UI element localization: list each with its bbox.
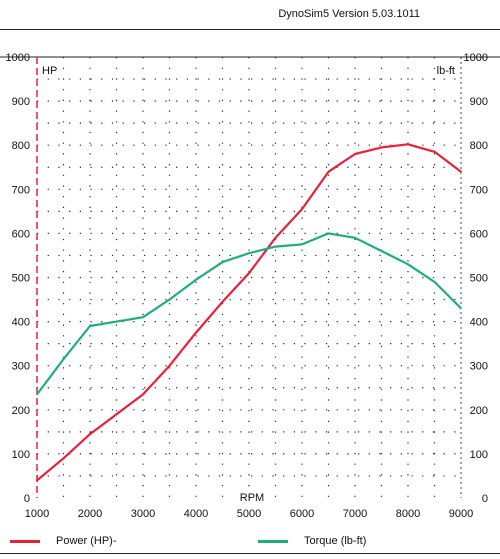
y-axis-label-left: HP	[42, 65, 57, 77]
y-tick-label-left: 300	[12, 361, 30, 373]
y-tick-label-right: 500	[470, 273, 488, 285]
data-point-power	[274, 237, 277, 239]
y-tick-label-left: 0	[24, 493, 30, 505]
data-point-power	[115, 413, 118, 416]
data-point-power	[142, 393, 144, 396]
data-point-torque	[327, 232, 330, 235]
chart-grid	[37, 57, 461, 498]
data-point-torque	[142, 316, 144, 318]
tick-labels: 0 0 100 100 200 200 300 300 400 400 500 500 600 600 70…	[6, 52, 488, 520]
data-point-power	[354, 153, 356, 155]
x-tick-label: 5000	[237, 508, 261, 520]
data-point-power	[380, 146, 383, 149]
x-axis-label: RPM	[240, 492, 264, 504]
y-tick-label-right: 100	[470, 449, 488, 461]
plot-frame	[0, 56, 500, 498]
data-point-torque	[89, 325, 91, 327]
data-point-power	[407, 143, 409, 146]
data-point-torque	[407, 263, 409, 266]
y-tick-label-left: 100	[12, 449, 30, 461]
data-point-torque	[168, 298, 171, 301]
app-title: DynoSim5 Version 5.03.1011	[278, 8, 420, 20]
legend-label-power: Power (HP)-	[56, 535, 117, 547]
x-tick-label: 7000	[343, 508, 367, 520]
data-point-power	[327, 170, 330, 173]
y-tick-label-right: 200	[470, 405, 488, 417]
y-tick-label-right: 1000	[464, 52, 488, 64]
data-point-torque	[221, 261, 224, 263]
x-tick-label: 4000	[184, 508, 208, 520]
series-lines	[36, 143, 462, 482]
title-divider	[0, 29, 500, 30]
y-tick-label-right: 600	[470, 228, 488, 240]
data-point-power	[89, 433, 91, 435]
x-tick-label: 1000	[25, 508, 49, 520]
data-point-power	[460, 170, 462, 173]
series-line-power	[36, 143, 462, 482]
y-tick-label-right: 800	[470, 140, 488, 152]
data-point-power	[301, 208, 303, 210]
x-tick-label: 9000	[449, 508, 473, 520]
data-point-torque	[36, 393, 38, 396]
legend-label-torque: Torque (lb-ft)	[304, 535, 367, 547]
data-point-power	[248, 272, 250, 274]
y-tick-label-right: 400	[470, 317, 488, 329]
legend-item-power: Power (HP)-	[10, 533, 117, 549]
data-point-torque	[354, 237, 356, 239]
y-tick-label-right: 0	[482, 493, 488, 505]
legend-item-torque: Torque (lb-ft)	[258, 533, 366, 549]
y-tick-label-left: 1000	[6, 52, 30, 64]
legend-swatch-power	[10, 539, 40, 543]
data-point-torque	[248, 252, 250, 255]
x-tick-label: 2000	[78, 508, 102, 520]
data-point-power	[62, 457, 65, 460]
data-point-torque	[380, 250, 383, 252]
data-point-torque	[115, 320, 118, 323]
y-tick-label-right: 900	[470, 96, 488, 108]
data-point-torque	[460, 307, 462, 310]
data-point-torque	[301, 243, 303, 246]
data-point-power	[195, 331, 197, 334]
data-point-torque	[433, 281, 436, 283]
y-tick-label-left: 200	[12, 405, 30, 417]
y-tick-label-left: 800	[12, 140, 30, 152]
y-tick-label-left: 400	[12, 317, 30, 329]
y-tick-label-right: 300	[470, 361, 488, 373]
legend-swatch-torque	[258, 539, 288, 543]
y-tick-label-left: 700	[12, 184, 30, 196]
bottom-divider	[0, 553, 500, 554]
data-point-power	[168, 364, 171, 367]
y-tick-label-left: 500	[12, 273, 30, 285]
data-point-power	[433, 151, 436, 153]
data-point-torque	[195, 278, 197, 281]
y-axis-label-right: lb-ft	[437, 65, 455, 77]
y-tick-label-left: 900	[12, 96, 30, 108]
data-point-power	[221, 300, 224, 303]
data-point-power	[36, 479, 38, 482]
y-tick-label-left: 600	[12, 228, 30, 240]
x-tick-label: 6000	[290, 508, 314, 520]
data-point-torque	[62, 358, 65, 360]
x-tick-label: 3000	[131, 508, 155, 520]
x-tick-label: 8000	[396, 508, 420, 520]
y-tick-label-right: 700	[470, 184, 488, 196]
data-point-torque	[274, 245, 277, 248]
